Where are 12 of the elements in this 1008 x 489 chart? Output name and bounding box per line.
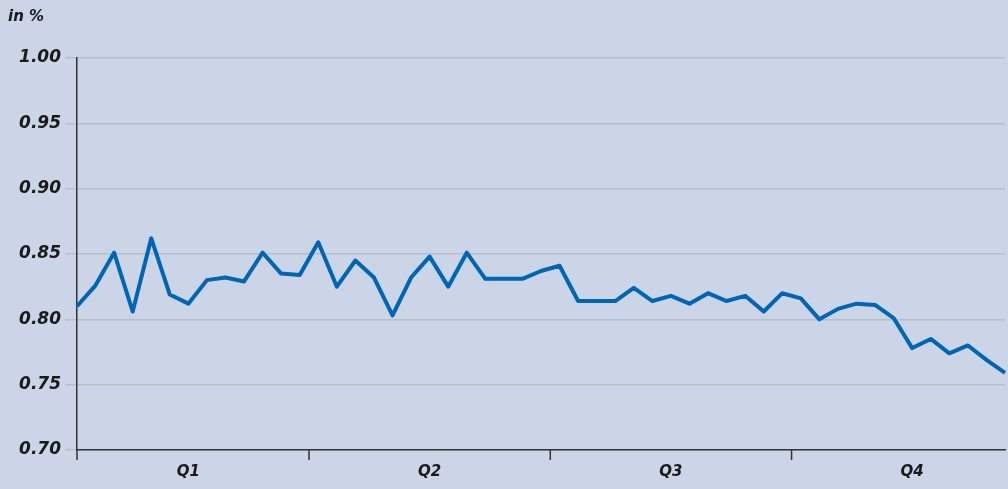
y-tick-label: 0.70	[19, 438, 62, 459]
y-tick-label: 0.85	[19, 242, 61, 263]
y-tick-label: 1.00	[19, 46, 62, 67]
y-tick-label: 0.90	[19, 177, 62, 198]
y-axis-title: in %	[8, 6, 45, 25]
x-tick-label: Q2	[418, 461, 442, 480]
x-tick-label: Q1	[176, 461, 200, 480]
y-tick-label: 0.95	[19, 111, 61, 132]
y-tick-label: 0.75	[19, 373, 61, 394]
x-tick-label: Q4	[900, 461, 924, 480]
x-tick-label: Q3	[659, 461, 683, 480]
y-tick-label: 0.80	[19, 307, 62, 328]
